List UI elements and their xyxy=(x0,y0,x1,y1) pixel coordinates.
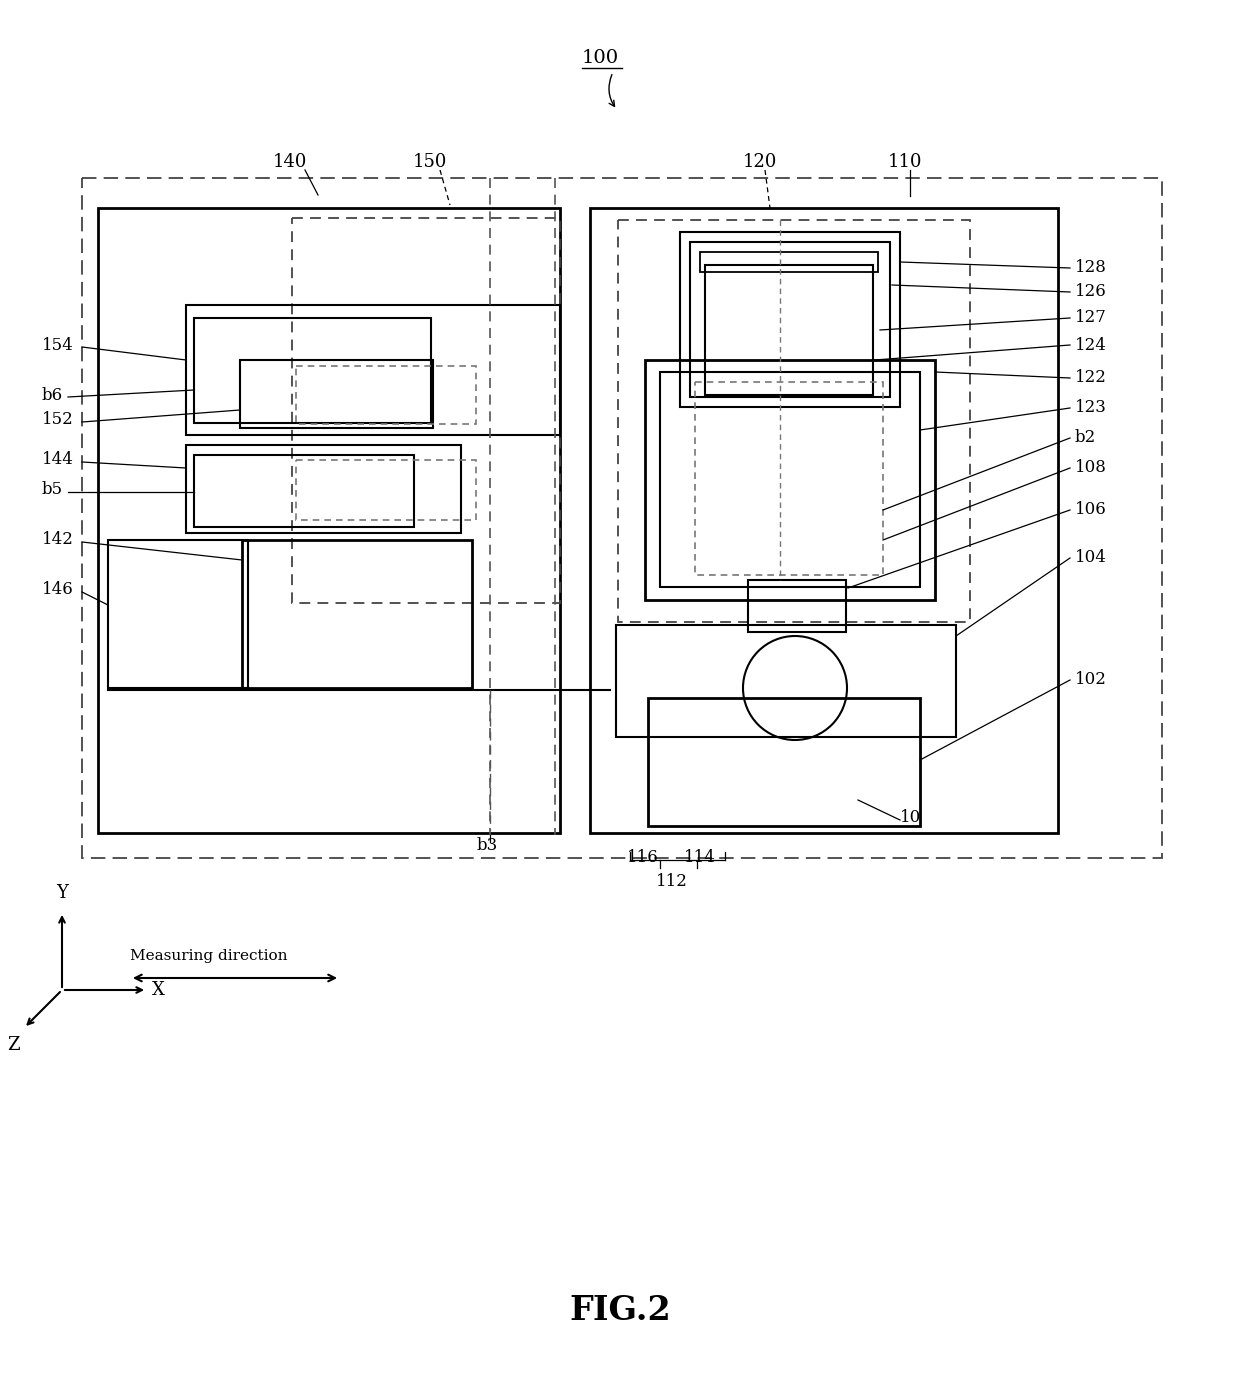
Bar xyxy=(296,365,476,424)
Text: 108: 108 xyxy=(1075,459,1107,476)
Bar xyxy=(242,540,472,688)
Text: 114: 114 xyxy=(684,850,715,866)
Text: 150: 150 xyxy=(413,154,448,172)
Text: 10: 10 xyxy=(900,810,921,826)
Text: Z: Z xyxy=(7,1037,20,1055)
Text: 146: 146 xyxy=(42,581,73,598)
Text: 122: 122 xyxy=(1075,370,1107,386)
Bar xyxy=(694,382,883,574)
Text: 127: 127 xyxy=(1075,310,1107,327)
Text: b2: b2 xyxy=(1075,429,1096,447)
Bar xyxy=(98,208,560,833)
Text: 126: 126 xyxy=(1075,284,1107,300)
Text: 102: 102 xyxy=(1075,671,1107,688)
Bar xyxy=(660,372,920,587)
Bar xyxy=(645,360,935,601)
Text: X: X xyxy=(153,981,165,999)
Bar xyxy=(748,580,846,632)
Text: 116: 116 xyxy=(627,850,658,866)
Text: 128: 128 xyxy=(1075,260,1107,277)
Text: 152: 152 xyxy=(42,411,73,429)
Bar xyxy=(618,220,970,621)
Bar xyxy=(649,698,920,826)
Text: 142: 142 xyxy=(42,531,74,548)
Bar xyxy=(590,208,1058,833)
Text: 110: 110 xyxy=(888,154,923,172)
Text: b6: b6 xyxy=(42,386,63,404)
Text: 104: 104 xyxy=(1075,549,1107,566)
Text: Measuring direction: Measuring direction xyxy=(130,949,288,963)
Text: 112: 112 xyxy=(656,873,688,890)
Bar xyxy=(193,455,414,527)
Text: b3: b3 xyxy=(476,836,497,854)
Bar xyxy=(193,318,432,424)
Bar xyxy=(701,252,878,273)
Bar xyxy=(296,459,476,520)
Text: 120: 120 xyxy=(743,154,777,172)
Bar xyxy=(241,360,433,428)
Text: Y: Y xyxy=(56,884,68,902)
Bar xyxy=(186,446,461,533)
Text: 106: 106 xyxy=(1075,501,1107,519)
Bar xyxy=(82,179,1162,858)
Bar xyxy=(706,264,873,394)
Text: 144: 144 xyxy=(42,451,74,469)
Text: 123: 123 xyxy=(1075,400,1107,417)
Text: 100: 100 xyxy=(582,48,619,66)
Bar xyxy=(108,540,248,688)
Bar xyxy=(186,304,560,435)
Text: b5: b5 xyxy=(42,482,63,498)
Bar xyxy=(689,242,890,397)
Text: 124: 124 xyxy=(1075,336,1107,353)
Bar xyxy=(291,219,560,603)
Text: 154: 154 xyxy=(42,336,73,353)
Bar xyxy=(616,626,956,738)
Bar xyxy=(680,233,900,407)
Text: FIG.2: FIG.2 xyxy=(569,1294,671,1326)
Text: 140: 140 xyxy=(273,154,308,172)
